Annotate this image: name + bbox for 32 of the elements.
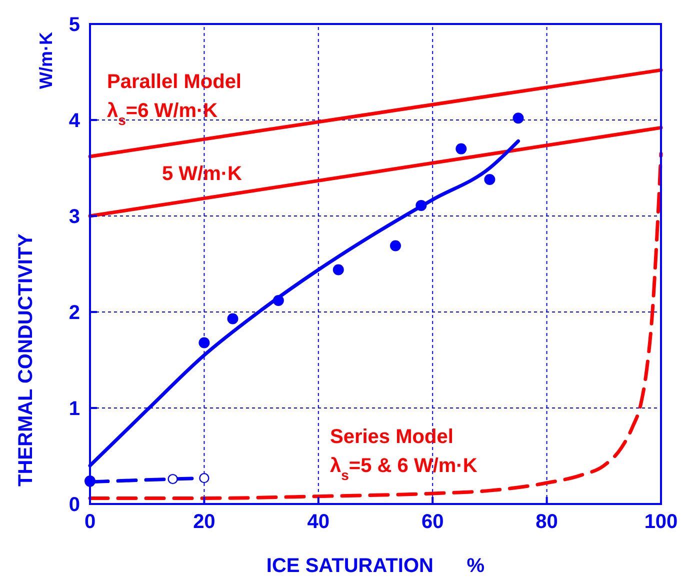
x-tick-label: 60 — [421, 511, 444, 533]
point — [456, 143, 467, 154]
x-axis-title: ICE SATURATION % — [266, 555, 485, 577]
point — [227, 313, 238, 324]
point — [198, 337, 210, 348]
y-tick-label: 5 — [68, 14, 80, 36]
x-tick-label: 20 — [193, 511, 216, 533]
annotation: λ$_{s}$=5 & 6 W/m·K — [330, 455, 478, 483]
x-tick-label: 0 — [84, 511, 96, 533]
line-series — [88, 152, 663, 500]
point — [199, 472, 210, 484]
point — [512, 112, 524, 124]
y-axis-title: THERMAL CONDUCTIVITY — [15, 232, 37, 486]
y-tick-label: 1 — [68, 398, 80, 420]
x-tick-label: 100 — [644, 511, 678, 533]
y-tick-label: 2 — [68, 302, 80, 324]
point — [484, 174, 496, 186]
annotation: 5 W/m·K — [162, 163, 243, 185]
point — [416, 200, 427, 211]
y-tick-label: 3 — [68, 206, 80, 228]
point — [390, 240, 401, 252]
point — [332, 264, 344, 276]
x-tick-label: 40 — [307, 511, 330, 533]
annotation: λ$_{s}$=6 W/m·K — [107, 100, 218, 128]
annotation: Parallel Model — [107, 71, 242, 93]
point — [168, 474, 178, 484]
annotation: Series Model — [330, 426, 454, 448]
x-tick-label: 80 — [536, 511, 558, 533]
y-tick-label: 0 — [68, 494, 80, 516]
text: W/m·K — [36, 32, 56, 89]
y-tick-label: 4 — [68, 110, 81, 132]
point — [272, 294, 284, 306]
